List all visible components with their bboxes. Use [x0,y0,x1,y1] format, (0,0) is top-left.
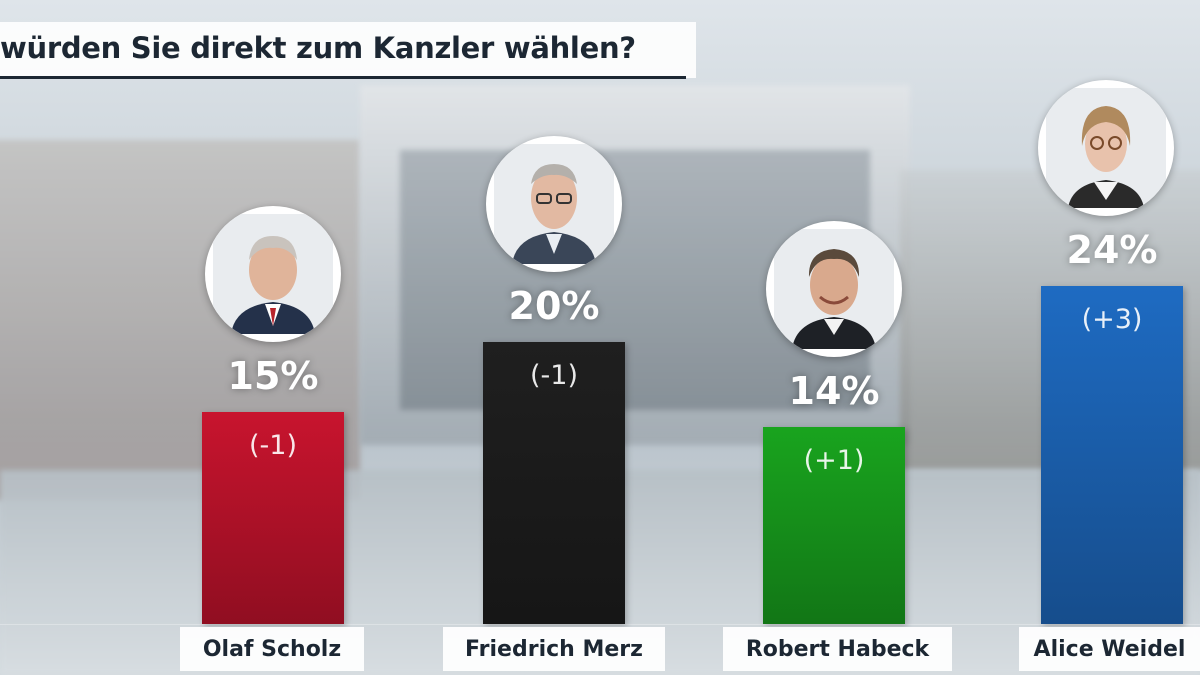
chart-title: würden Sie direkt zum Kanzler wählen? [0,31,636,65]
change-label-friedrich-merz: (-1) [530,360,578,391]
bar-alice-weidel: (+3) [1041,286,1183,624]
value-label-robert-habeck: 14% [788,369,880,413]
avatar-robert-habeck [766,221,902,357]
category-label-robert-habeck: Robert Habeck [745,637,930,662]
name-box-alice-weidel: Alice Weidel [1019,627,1200,671]
title-banner [0,22,696,78]
change-label-robert-habeck: (+1) [803,445,865,476]
value-label-friedrich-merz: 20% [508,284,600,328]
bar-friedrich-merz: (-1) [483,342,625,624]
avatar-alice-weidel [1038,80,1174,216]
portrait-icon [1046,88,1166,208]
portrait-icon [774,229,894,349]
category-label-alice-weidel: Alice Weidel [1033,637,1186,662]
name-box-olaf-scholz: Olaf Scholz [180,627,364,671]
chart-baseline [0,624,1200,625]
category-label-friedrich-merz: Friedrich Merz [465,637,643,662]
portrait-icon [213,214,333,334]
title-underline [0,76,686,79]
value-label-alice-weidel: 24% [1066,228,1158,272]
avatar-olaf-scholz [205,206,341,342]
bar-olaf-scholz: (-1) [202,412,344,624]
portrait-icon [494,144,614,264]
bar-robert-habeck: (+1) [763,427,905,624]
change-label-alice-weidel: (+3) [1081,304,1143,335]
avatar-friedrich-merz [486,136,622,272]
name-box-robert-habeck: Robert Habeck [723,627,952,671]
change-label-olaf-scholz: (-1) [249,430,297,461]
category-label-olaf-scholz: Olaf Scholz [202,637,342,662]
name-box-friedrich-merz: Friedrich Merz [443,627,665,671]
value-label-olaf-scholz: 15% [227,354,319,398]
